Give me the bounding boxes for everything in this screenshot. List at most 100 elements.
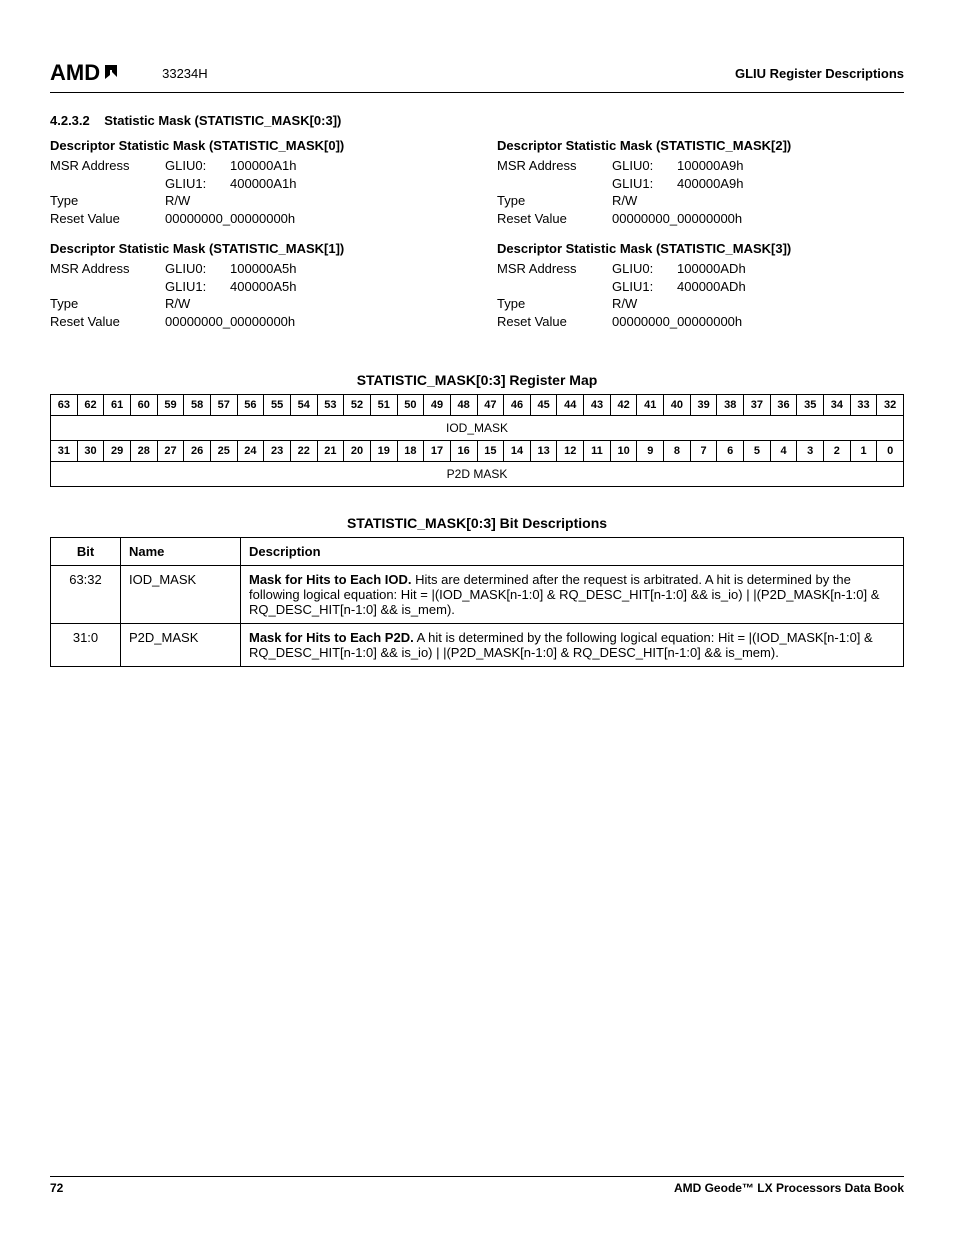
reset-val: 00000000_00000000h (165, 210, 295, 228)
register-map-table: 6362616059585756555453525150494847464544… (50, 394, 904, 487)
gliu1-label: GLIU1: (612, 278, 677, 296)
type-label: Type (497, 295, 612, 313)
msr-label: MSR Address (497, 157, 612, 175)
page-footer: 72 AMD Geode™ LX Processors Data Book (50, 1176, 904, 1195)
reset-label: Reset Value (50, 210, 165, 228)
bit-cell: 12 (557, 441, 584, 462)
section-heading: 4.2.3.2 Statistic Mask (STATISTIC_MASK[0… (50, 113, 904, 128)
bit-cell: 61 (104, 395, 131, 416)
bit-cell: 59 (157, 395, 184, 416)
bit-cell: 10 (610, 441, 637, 462)
bit-cell: 43 (584, 395, 611, 416)
amd-logo: AMD (50, 60, 122, 86)
bit-cell: 50 (397, 395, 424, 416)
bit-cell: 16 (450, 441, 477, 462)
bitdesc-header-desc: Description (241, 538, 904, 566)
logo-arrow-icon (102, 60, 122, 86)
bit-cell: 17 (424, 441, 451, 462)
bit-cell: 36 (770, 395, 797, 416)
bitdesc-row: 31:0 P2D_MASK Mask for Hits to Each P2D.… (51, 624, 904, 667)
bit-cell: 18 (397, 441, 424, 462)
gliu1-label: GLIU1: (165, 175, 230, 193)
bit-cell: 19 (370, 441, 397, 462)
bitdesc-header-bit: Bit (51, 538, 121, 566)
gliu1-val: 400000ADh (677, 278, 746, 296)
section-number: 4.2.3.2 (50, 113, 90, 128)
section-title: Statistic Mask (STATISTIC_MASK[0:3]) (104, 113, 341, 128)
bit-cell: 14 (504, 441, 531, 462)
descriptor-title: Descriptor Statistic Mask (STATISTIC_MAS… (50, 241, 457, 256)
msr-label: MSR Address (50, 157, 165, 175)
bit-cell: 62 (77, 395, 104, 416)
bit-cell: 42 (610, 395, 637, 416)
gliu1-label: GLIU1: (612, 175, 677, 193)
bitdesc-bit: 63:32 (51, 566, 121, 624)
type-val: R/W (612, 295, 637, 313)
gliu1-val: 400000A1h (230, 175, 297, 193)
reset-label: Reset Value (497, 313, 612, 331)
bit-cell: 52 (344, 395, 371, 416)
bit-cell: 54 (290, 395, 317, 416)
bit-cell: 34 (824, 395, 851, 416)
bit-cell: 60 (130, 395, 157, 416)
bit-cell: 49 (424, 395, 451, 416)
bitdesc-name: P2D_MASK (121, 624, 241, 667)
doc-code: 33234H (162, 66, 208, 81)
descriptor-title: Descriptor Statistic Mask (STATISTIC_MAS… (497, 241, 904, 256)
bit-cell: 21 (317, 441, 344, 462)
page-number: 72 (50, 1181, 63, 1195)
reset-val: 00000000_00000000h (612, 210, 742, 228)
bitdesc-title: STATISTIC_MASK[0:3] Bit Descriptions (50, 515, 904, 531)
bit-cell: 7 (690, 441, 717, 462)
bit-cell: 23 (264, 441, 291, 462)
regmap-bits-row-high: 6362616059585756555453525150494847464544… (51, 395, 904, 416)
bit-cell: 63 (51, 395, 78, 416)
bit-cell: 2 (824, 441, 851, 462)
regmap-field-high: IOD_MASK (51, 416, 904, 441)
bit-cell: 40 (664, 395, 691, 416)
bit-cell: 44 (557, 395, 584, 416)
header-right-title: GLIU Register Descriptions (735, 66, 904, 81)
gliu0-label: GLIU0: (612, 260, 677, 278)
bit-cell: 24 (237, 441, 264, 462)
bitdesc-header-name: Name (121, 538, 241, 566)
bit-cell: 15 (477, 441, 504, 462)
bit-cell: 37 (744, 395, 771, 416)
msr-label: MSR Address (50, 260, 165, 278)
msr-label: MSR Address (497, 260, 612, 278)
type-val: R/W (612, 192, 637, 210)
descriptor-block-1: Descriptor Statistic Mask (STATISTIC_MAS… (50, 241, 457, 330)
bit-cell: 22 (290, 441, 317, 462)
bit-cell: 48 (450, 395, 477, 416)
gliu0-val: 100000A5h (230, 260, 297, 278)
bit-cell: 38 (717, 395, 744, 416)
gliu0-label: GLIU0: (165, 157, 230, 175)
reset-label: Reset Value (50, 313, 165, 331)
gliu0-label: GLIU0: (165, 260, 230, 278)
gliu0-val: 100000A1h (230, 157, 297, 175)
type-label: Type (50, 295, 165, 313)
bit-cell: 8 (664, 441, 691, 462)
type-val: R/W (165, 192, 190, 210)
bit-cell: 32 (877, 395, 904, 416)
descriptor-title: Descriptor Statistic Mask (STATISTIC_MAS… (497, 138, 904, 153)
type-val: R/W (165, 295, 190, 313)
bit-cell: 53 (317, 395, 344, 416)
bitdesc-desc-bold: Mask for Hits to Each P2D. (249, 630, 414, 645)
bit-cell: 20 (344, 441, 371, 462)
bit-cell: 5 (744, 441, 771, 462)
bit-cell: 39 (690, 395, 717, 416)
type-label: Type (497, 192, 612, 210)
reset-val: 00000000_00000000h (165, 313, 295, 331)
bit-cell: 26 (184, 441, 211, 462)
bit-cell: 46 (504, 395, 531, 416)
bit-cell: 9 (637, 441, 664, 462)
bitdesc-desc-bold: Mask for Hits to Each IOD. (249, 572, 412, 587)
page: AMD 33234H GLIU Register Descriptions 4.… (0, 0, 954, 1235)
regmap-field-low: P2D MASK (51, 462, 904, 487)
bit-cell: 25 (210, 441, 237, 462)
bit-cell: 13 (530, 441, 557, 462)
reset-label: Reset Value (497, 210, 612, 228)
bit-cell: 1 (850, 441, 877, 462)
bit-cell: 41 (637, 395, 664, 416)
